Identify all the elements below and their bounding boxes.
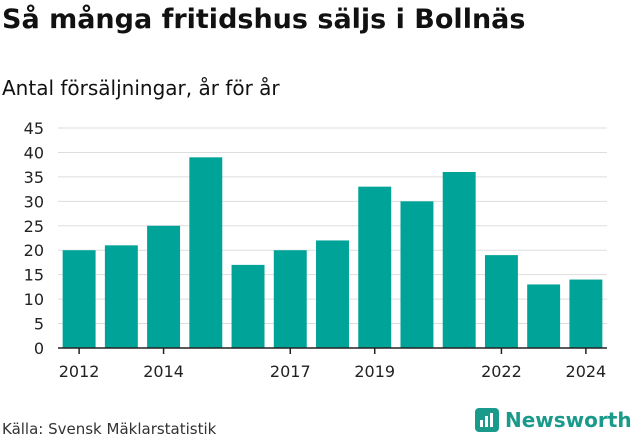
chart-subtitle: Antal försäljningar, år för år bbox=[2, 76, 280, 100]
bar-2012 bbox=[62, 250, 96, 348]
bar-2024 bbox=[569, 279, 603, 348]
bar-2018 bbox=[316, 240, 349, 348]
y-tick-label: 40 bbox=[24, 143, 44, 162]
x-tick-label: 2022 bbox=[481, 362, 522, 381]
bar-2015 bbox=[189, 157, 223, 348]
bar-2023 bbox=[527, 284, 561, 348]
y-tick-label: 45 bbox=[24, 119, 44, 138]
x-tick-label: 2019 bbox=[354, 362, 395, 381]
y-tick-label: 0 bbox=[34, 339, 44, 358]
bar-2022 bbox=[484, 255, 518, 348]
bar-chart: 0 5 10 15 20 25 30 35 40 45 2012 2014 2017 2019 2022 20… bbox=[24, 119, 607, 381]
bar-2014 bbox=[147, 225, 181, 348]
y-tick-label: 15 bbox=[24, 266, 44, 285]
bar-2017 bbox=[273, 250, 307, 348]
x-tick-label: 2012 bbox=[59, 362, 100, 381]
x-tick-label: 2014 bbox=[143, 362, 184, 381]
brand-name: Newsworthy bbox=[505, 408, 631, 432]
y-tick-label: 35 bbox=[24, 168, 44, 187]
bar-2019 bbox=[358, 186, 392, 348]
x-tick-label: 2024 bbox=[566, 362, 607, 381]
bar-2013 bbox=[104, 245, 138, 348]
source-note: Källa: Svensk Mäklarstatistik bbox=[2, 420, 217, 438]
newsworthy-brand[interactable]: Newsworthy bbox=[475, 408, 631, 432]
bar-2020 bbox=[400, 201, 434, 348]
y-tick-label: 5 bbox=[34, 315, 44, 334]
chart-title: Så många fritidshus säljs i Bollnäs bbox=[2, 4, 526, 35]
bar-2016 bbox=[231, 264, 265, 348]
y-tick-label: 10 bbox=[24, 290, 44, 309]
y-tick-label: 25 bbox=[24, 217, 44, 236]
x-tick-label: 2017 bbox=[270, 362, 311, 381]
y-tick-label: 20 bbox=[24, 241, 44, 260]
newsworthy-logo-icon bbox=[475, 408, 499, 432]
y-tick-label: 30 bbox=[24, 192, 44, 211]
bar-2021 bbox=[442, 172, 476, 348]
